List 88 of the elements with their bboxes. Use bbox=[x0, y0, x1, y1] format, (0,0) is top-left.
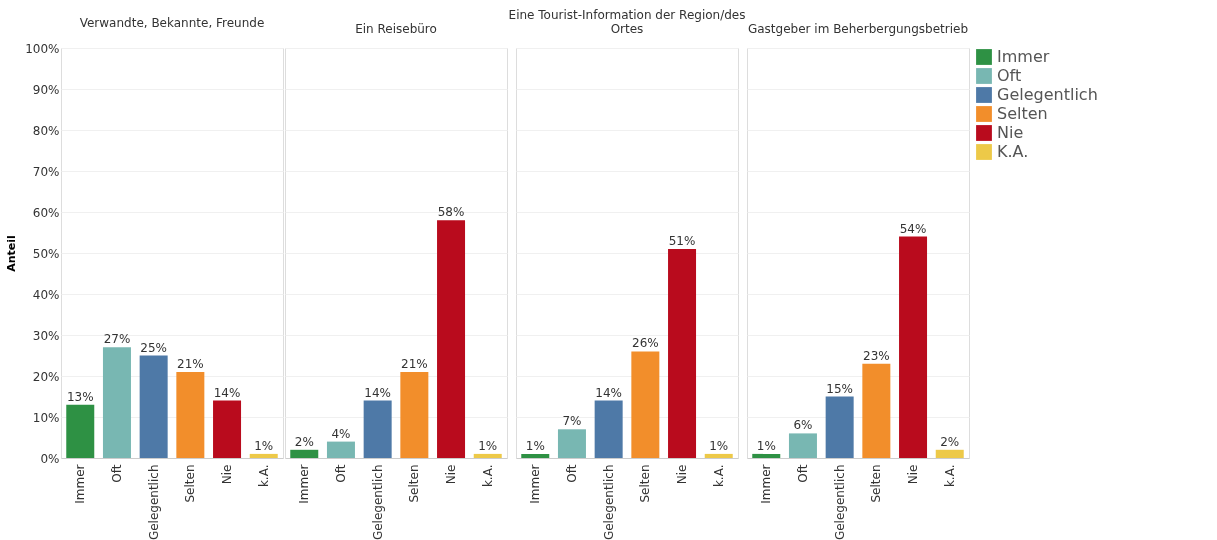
bar bbox=[668, 248, 697, 458]
chart-title: Verwandte, Bekannte, Freunde bbox=[79, 16, 265, 30]
y-tick-label: 60% bbox=[32, 205, 60, 220]
x-tick-label: k.A. bbox=[711, 464, 726, 488]
data-label: 1% bbox=[756, 438, 776, 453]
data-label: 6% bbox=[793, 418, 813, 433]
bar bbox=[363, 400, 392, 458]
x-tick-label: Nie bbox=[444, 464, 459, 485]
data-label: 1% bbox=[254, 438, 274, 453]
data-label: 14% bbox=[213, 385, 241, 400]
bar bbox=[473, 453, 502, 458]
bar bbox=[139, 355, 168, 458]
y-tick-label: 40% bbox=[32, 287, 60, 302]
data-label: 1% bbox=[709, 438, 729, 453]
x-tick-label: Immer bbox=[528, 464, 543, 504]
x-tick-label: Gelegentlich bbox=[601, 464, 616, 540]
bar bbox=[102, 347, 131, 458]
y-tick-label: 100% bbox=[25, 41, 60, 56]
bar bbox=[66, 404, 95, 458]
data-label: 14% bbox=[364, 385, 391, 400]
data-label: 13% bbox=[66, 389, 94, 404]
data-label: 51% bbox=[668, 233, 696, 248]
chart-title: Eine Tourist-Information der Region/des Ortes bbox=[508, 8, 746, 36]
y-tick-label: 0% bbox=[40, 451, 60, 466]
y-tick-label: 80% bbox=[32, 123, 60, 138]
x-tick-label: Gelegentlich bbox=[370, 464, 385, 540]
x-tick-label: Oft bbox=[795, 464, 810, 483]
x-tick-label: Selten bbox=[183, 464, 198, 503]
data-label: 54% bbox=[899, 221, 927, 236]
data-label: 21% bbox=[401, 356, 428, 371]
x-tick-label: Selten bbox=[869, 464, 884, 503]
data-label: 1% bbox=[525, 438, 545, 453]
data-label: 27% bbox=[103, 332, 131, 347]
y-tick-label: 30% bbox=[32, 328, 60, 343]
x-tick-label: Selten bbox=[638, 464, 653, 503]
bar bbox=[176, 371, 205, 458]
bar bbox=[249, 453, 278, 458]
bar bbox=[557, 429, 586, 458]
data-label: 26% bbox=[632, 336, 659, 351]
legend-label: Oft bbox=[997, 66, 1022, 85]
x-tick-label: k.A. bbox=[942, 464, 957, 488]
bar bbox=[704, 453, 733, 458]
y-tick-label: 10% bbox=[32, 410, 60, 425]
bar bbox=[326, 441, 355, 458]
x-tick-label: k.A. bbox=[480, 464, 495, 488]
bar bbox=[631, 351, 660, 458]
data-label: 58% bbox=[437, 205, 465, 220]
y-tick-label: 90% bbox=[32, 82, 60, 97]
data-label: 7% bbox=[562, 414, 582, 429]
data-label: 1% bbox=[478, 438, 498, 453]
bar bbox=[437, 220, 466, 458]
bar bbox=[400, 371, 429, 458]
x-tick-label: Oft bbox=[564, 464, 579, 483]
x-tick-label: k.A. bbox=[256, 464, 271, 488]
data-label: 21% bbox=[177, 356, 204, 371]
x-tick-label: Immer bbox=[297, 464, 312, 504]
x-tick-label: Immer bbox=[73, 464, 88, 504]
chart-title: Gastgeber im Beherbergungsbetrieb bbox=[747, 22, 969, 36]
x-tick-label: Immer bbox=[759, 464, 774, 504]
bar bbox=[521, 453, 550, 458]
data-label: 23% bbox=[863, 348, 890, 363]
x-tick-label: Nie bbox=[675, 464, 690, 485]
data-label: 15% bbox=[826, 381, 853, 396]
data-label: 2% bbox=[940, 434, 960, 449]
x-tick-label: Oft bbox=[109, 464, 124, 483]
y-tick-label: 70% bbox=[32, 164, 60, 179]
bar bbox=[213, 400, 242, 458]
data-label: 14% bbox=[595, 385, 622, 400]
legend-label: Gelegentlich bbox=[997, 85, 1098, 104]
x-tick-label: Nie bbox=[906, 464, 921, 485]
y-tick-label: 20% bbox=[32, 369, 60, 384]
legend-label: Nie bbox=[997, 123, 1024, 142]
x-tick-label: Nie bbox=[220, 464, 235, 485]
legend-label: K.A. bbox=[997, 142, 1029, 161]
x-tick-label: Selten bbox=[407, 464, 422, 503]
y-axis-title: Anteil bbox=[5, 235, 19, 272]
y-tick-label: 50% bbox=[32, 246, 60, 261]
bar bbox=[290, 449, 319, 458]
legend-label: Immer bbox=[997, 47, 1050, 66]
chart-title: Ein Reisebüro bbox=[355, 22, 437, 36]
bar bbox=[594, 400, 623, 458]
x-tick-label: Oft bbox=[333, 464, 348, 483]
data-label: 2% bbox=[294, 434, 314, 449]
legend-label: Selten bbox=[997, 104, 1048, 123]
x-tick-label: Gelegentlich bbox=[146, 464, 161, 540]
x-tick-label: Gelegentlich bbox=[832, 464, 847, 540]
data-label: 25% bbox=[140, 340, 167, 355]
data-label: 4% bbox=[331, 426, 351, 441]
